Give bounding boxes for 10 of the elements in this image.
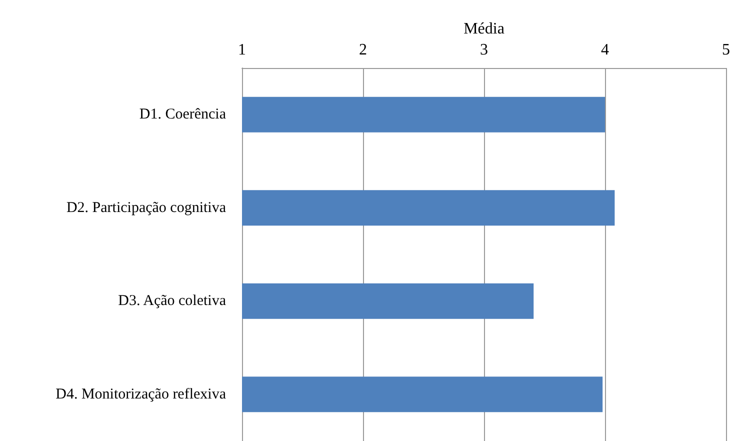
- x-tick-label: 4: [601, 42, 609, 58]
- x-tick-label: 1: [238, 42, 246, 58]
- y-tick-label: D4. Monitorização reflexiva: [56, 386, 226, 402]
- x-tick-label: 2: [359, 42, 367, 58]
- x-tick-label: 3: [480, 42, 488, 58]
- y-tick-label: D2. Participação cognitiva: [66, 200, 226, 216]
- x-tick-label: 5: [722, 42, 730, 58]
- y-tick-label: D3. Ação coletiva: [118, 293, 226, 310]
- x-axis-title: Média: [464, 20, 504, 38]
- y-tick-label: D1. Coerência: [139, 106, 226, 123]
